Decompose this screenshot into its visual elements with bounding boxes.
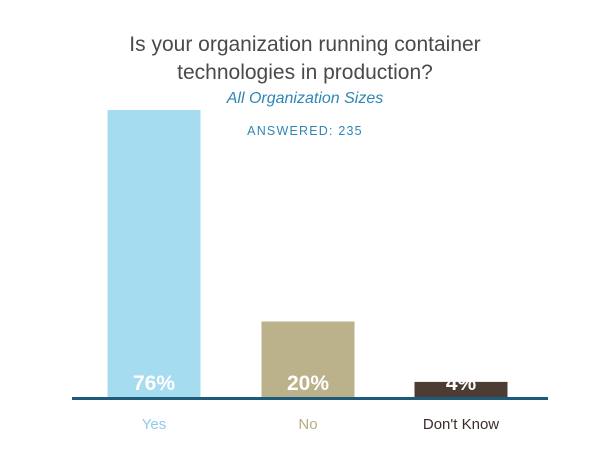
- bar-don-t-know: [414, 381, 508, 397]
- value-label: 20%: [287, 372, 329, 395]
- bar-no: [261, 321, 355, 397]
- category-label: Yes: [142, 416, 166, 433]
- chart-subtitle: All Organization Sizes: [226, 90, 384, 107]
- value-label: 76%: [133, 372, 175, 395]
- answered-count: ANSWERED: 235: [247, 124, 363, 138]
- category-label: Don't Know: [423, 416, 499, 433]
- category-label: No: [298, 416, 317, 433]
- value-label: 4%: [446, 372, 477, 395]
- chart-title: Is your organization running container t…: [129, 33, 481, 84]
- bar-yes: [107, 110, 201, 397]
